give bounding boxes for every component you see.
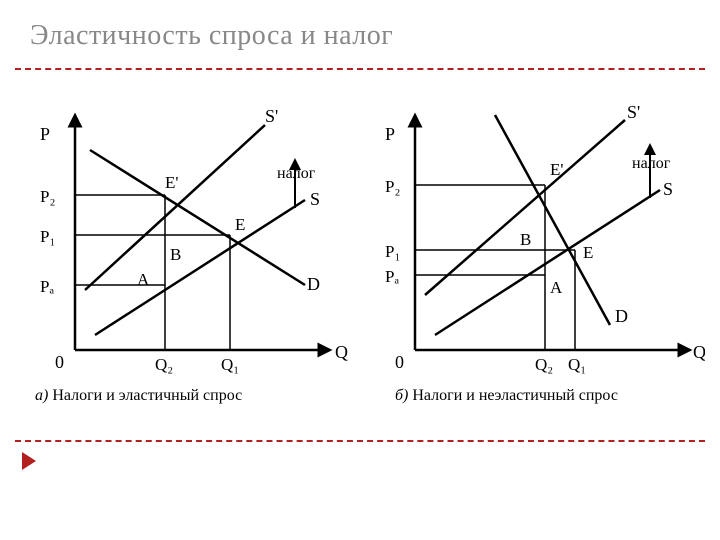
caption-left: а) Налоги и эластичный спрос xyxy=(35,387,242,404)
label-Q2: Q₂ xyxy=(535,355,553,374)
curve-label-D: D xyxy=(615,306,628,326)
curve-label-Sprime: S' xyxy=(627,102,640,122)
axis-origin: 0 xyxy=(55,352,64,372)
point-A: A xyxy=(137,270,150,289)
label-Q1: Q₁ xyxy=(568,355,586,374)
slide-marker xyxy=(22,452,36,470)
chart-right: P Q 0 P₂ P₁ Pₐ Q₂ Q₁ S S' D E E' A B нал… xyxy=(385,102,705,404)
curve-Sprime xyxy=(425,120,625,295)
point-A: A xyxy=(550,278,563,297)
label-Q2: Q₂ xyxy=(155,355,173,374)
divider-top xyxy=(15,68,705,70)
caption-right: б) Налоги и неэластичный спрос xyxy=(395,387,618,404)
axis-origin: 0 xyxy=(395,352,404,372)
divider-bottom xyxy=(15,440,705,442)
curve-D xyxy=(90,150,305,285)
curve-label-S: S xyxy=(663,179,673,199)
label-Pa: Pₐ xyxy=(385,267,399,286)
label-P1: P₁ xyxy=(385,242,400,261)
point-E: E xyxy=(583,243,593,262)
charts-container: P Q 0 P₂ P₁ Pₐ Q₂ Q₁ S S' D E E' A B нал… xyxy=(15,90,705,420)
axis-label-Q: Q xyxy=(335,342,348,362)
axis-label-P: P xyxy=(385,124,395,144)
point-B: B xyxy=(520,230,531,249)
point-Eprime: E' xyxy=(550,160,563,179)
label-Q1: Q₁ xyxy=(221,355,239,374)
label-P2: P₂ xyxy=(385,177,400,196)
tax-label: налог xyxy=(277,165,316,182)
point-B: B xyxy=(170,245,181,264)
axis-label-P: P xyxy=(40,124,50,144)
point-E: E xyxy=(235,215,245,234)
axis-label-Q: Q xyxy=(693,342,705,362)
curve-Sprime xyxy=(85,125,265,290)
label-P2: P₂ xyxy=(40,187,55,206)
page-title: Эластичность спроса и налог xyxy=(30,20,393,52)
tax-label: налог xyxy=(632,155,671,172)
curve-label-D: D xyxy=(307,274,320,294)
label-Pa: Pₐ xyxy=(40,277,54,296)
label-P1: P₁ xyxy=(40,227,55,246)
curve-label-Sprime: S' xyxy=(265,106,278,126)
chart-left: P Q 0 P₂ P₁ Pₐ Q₂ Q₁ S S' D E E' A B нал… xyxy=(35,106,348,404)
curve-label-S: S xyxy=(310,189,320,209)
point-Eprime: E' xyxy=(165,173,178,192)
